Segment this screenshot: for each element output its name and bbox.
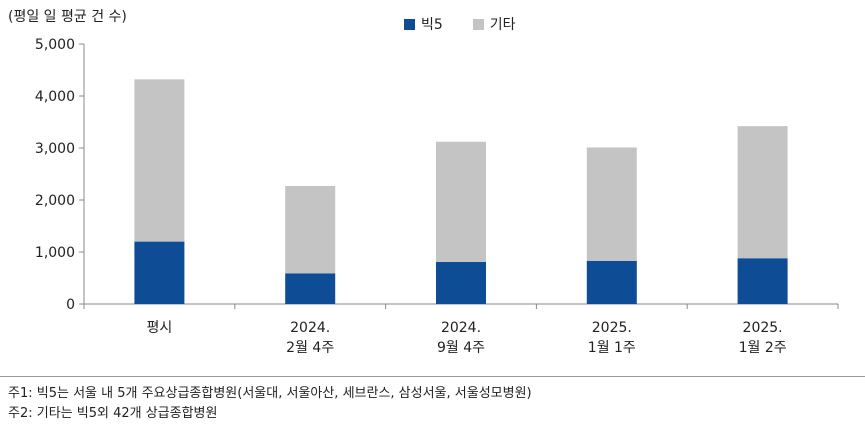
bar-segment-others [737, 126, 788, 259]
x-category-label: 2024. [290, 320, 330, 336]
x-category-label: 2025. [743, 320, 783, 336]
x-category-label: 2024. [441, 320, 481, 336]
x-category-label: 9월 4주 [437, 340, 485, 356]
bar-segment-others [285, 185, 336, 274]
x-category-label: 2025. [592, 320, 632, 336]
y-tick-label: 2,000 [35, 193, 75, 209]
legend-label-big5: 빅5 [421, 17, 443, 33]
x-category-label: 평시 [147, 320, 173, 336]
x-category-label: 2월 4주 [286, 340, 334, 356]
legend-item-others: 기타 [472, 14, 516, 34]
legend-swatch-big5 [404, 18, 415, 30]
unit-label: (평일 일 평균 건 수) [8, 9, 127, 25]
legend-label-others: 기타 [489, 17, 516, 33]
footnotes: 주1: 빅5는 서울 내 5개 주요상급종합병원(서울대, 서울아산, 세브란스… [8, 384, 532, 424]
bar-segment-others [586, 147, 637, 261]
legend-item-big5: 빅5 [404, 14, 443, 34]
y-tick-label: 4,000 [35, 89, 75, 105]
footnote-2: 주2: 기타는 빅5외 42개 상급종합병원 [8, 406, 218, 421]
stacked-bar-chart: 0 1,000 2,000 3,000 4,000 5,000 평시 2024. 2월 4주 20… [35, 37, 839, 356]
footnote-1: 주1: 빅5는 서울 내 5개 주요상급종합병원(서울대, 서울아산, 세브란스… [8, 386, 532, 401]
y-tick-label: 3,000 [35, 141, 75, 157]
chart-legend: 빅5 기타 [404, 14, 516, 34]
bar-segment-big5 [586, 260, 637, 304]
y-tick-label: 0 [66, 297, 75, 313]
y-tick-label: 5,000 [35, 37, 75, 53]
bar-segment-others [134, 79, 185, 242]
legend-swatch-others [472, 18, 484, 30]
y-tick-label: 1,000 [35, 245, 75, 261]
notes-divider [0, 376, 865, 377]
bar-segment-others [436, 141, 486, 262]
bar-segment-big5 [436, 261, 486, 304]
x-category-label: 1월 1주 [588, 340, 636, 356]
bar-segment-big5 [134, 241, 185, 304]
bar-segment-big5 [285, 273, 336, 304]
x-category-label: 1월 2주 [739, 340, 787, 356]
bar-segment-big5 [737, 258, 788, 304]
